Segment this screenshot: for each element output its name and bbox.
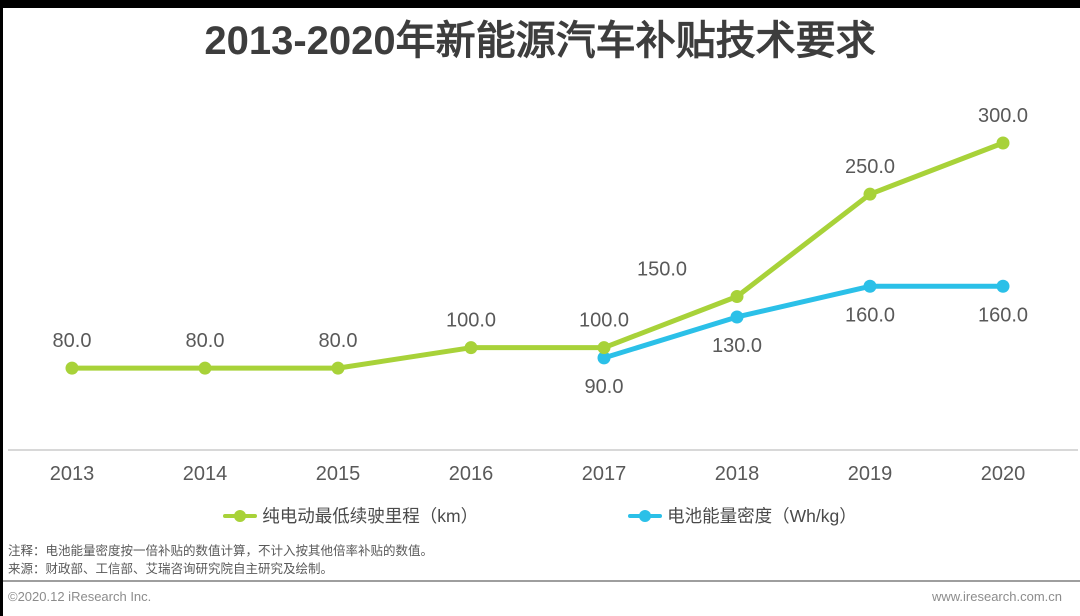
- legend-dot-icon: [639, 509, 652, 522]
- legend-item-driving-range: 纯电动最低续驶里程（km）: [223, 503, 478, 528]
- x-axis-label: 2015: [316, 463, 361, 485]
- line-chart: 2013 2014 2015 2016 2017 2018 2019 2020 80.0 80.0…: [8, 105, 1078, 485]
- x-axis-label: 2018: [715, 463, 760, 485]
- data-label: 100.0: [446, 310, 496, 332]
- legend-marker-green-icon: [223, 509, 258, 523]
- data-label: 300.0: [978, 105, 1028, 127]
- legend-marker-blue-icon: [628, 509, 663, 523]
- data-point: [863, 187, 877, 201]
- data-point: [730, 310, 744, 324]
- footer-divider: [0, 580, 1080, 582]
- left-border: [0, 0, 3, 616]
- source-line: 来源：财政部、工信部、艾瑞咨询研究院自主研究及绘制。: [8, 562, 334, 576]
- top-border: [0, 0, 1080, 8]
- x-axis-label: 2020: [981, 463, 1026, 485]
- legend-label-driving-range: 纯电动最低续驶里程（km）: [262, 506, 479, 526]
- note-line: 注释：电池能量密度按一倍补贴的数值计算，不计入按其他倍率补贴的数值。: [8, 544, 434, 558]
- legend: 纯电动最低续驶里程（km） 电池能量密度（Wh/kg）: [0, 503, 1080, 528]
- data-label: 160.0: [845, 304, 895, 326]
- data-point: [730, 290, 744, 304]
- data-point: [597, 351, 611, 365]
- series-line: [69, 140, 1006, 371]
- data-label: 250.0: [845, 156, 895, 178]
- chart-title: 2013-2020年新能源汽车补贴技术要求: [204, 19, 876, 63]
- legend-label-energy-density: 电池能量密度（Wh/kg）: [667, 506, 857, 526]
- x-axis-label: 2013: [50, 463, 95, 485]
- data-label: 130.0: [712, 335, 762, 357]
- copyright-text: ©2020.12 iResearch Inc.: [8, 589, 152, 604]
- data-label: 160.0: [978, 304, 1028, 326]
- data-point: [65, 361, 79, 375]
- data-label: 80.0: [53, 330, 92, 352]
- data-point: [331, 361, 345, 375]
- legend-dot-icon: [234, 509, 247, 522]
- notes-block: 注释：电池能量密度按一倍补贴的数值计算，不计入按其他倍率补贴的数值。 来源：财政…: [8, 542, 433, 578]
- data-point: [863, 279, 877, 293]
- legend-item-energy-density: 电池能量密度（Wh/kg）: [628, 503, 857, 528]
- data-point: [996, 279, 1010, 293]
- series-line: [601, 283, 1006, 361]
- data-point: [996, 136, 1010, 150]
- data-point: [464, 341, 478, 355]
- data-point: [198, 361, 212, 375]
- data-label: 150.0: [637, 259, 687, 281]
- data-point: [597, 341, 611, 355]
- x-axis-label: 2019: [848, 463, 893, 485]
- data-label: 90.0: [585, 376, 624, 398]
- data-label: 100.0: [579, 310, 629, 332]
- data-label: 80.0: [319, 330, 358, 352]
- x-axis-label: 2017: [582, 463, 627, 485]
- x-axis-label: 2016: [449, 463, 494, 485]
- data-label: 80.0: [186, 330, 225, 352]
- footer: ©2020.12 iResearch Inc. www.iresearch.co…: [8, 589, 1062, 604]
- x-axis-label: 2014: [183, 463, 228, 485]
- website-text: www.iresearch.com.cn: [931, 589, 1062, 604]
